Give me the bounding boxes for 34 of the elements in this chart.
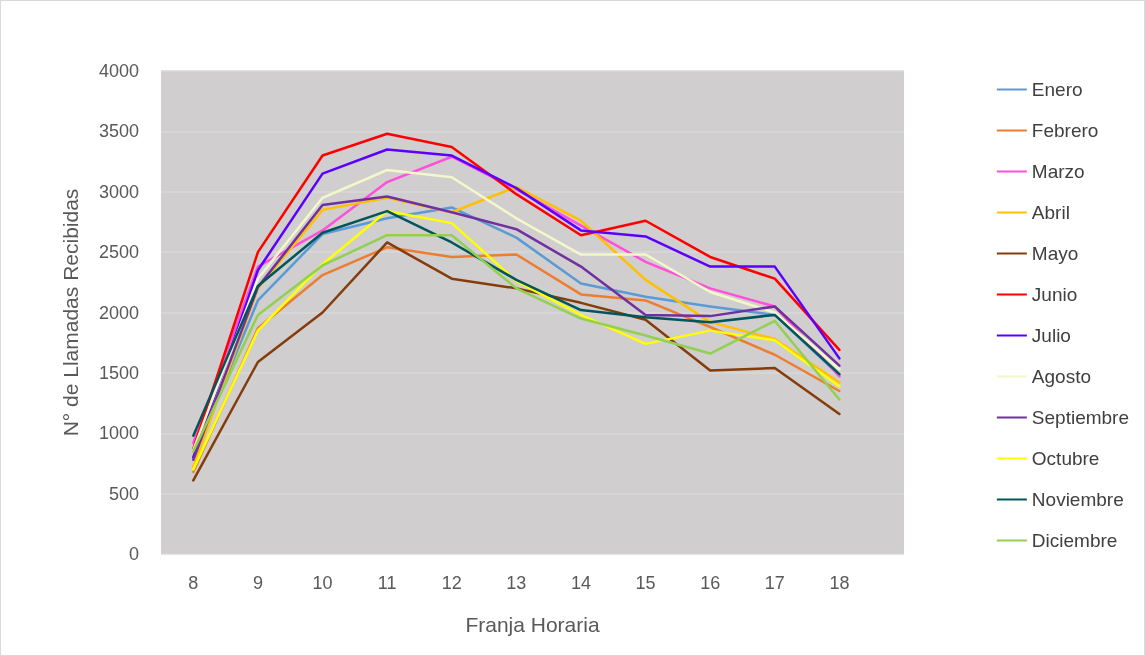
legend-label: Julio xyxy=(1031,325,1071,346)
y-tick-label: 3000 xyxy=(98,181,139,202)
legend-label: Noviembre xyxy=(1031,489,1124,510)
x-tick-label: 8 xyxy=(188,573,199,593)
y-tick-label: 4000 xyxy=(98,61,139,81)
y-tick-label: 500 xyxy=(108,483,139,504)
x-tick-label: 14 xyxy=(570,573,591,593)
y-tick-label: 2000 xyxy=(98,302,139,323)
x-tick-label: 11 xyxy=(377,573,397,593)
y-tick-label: 1500 xyxy=(98,362,139,383)
y-tick-label: 3500 xyxy=(98,121,139,142)
x-tick-label: 10 xyxy=(312,573,333,593)
legend-label: Agosto xyxy=(1031,366,1091,387)
legend-label: Abril xyxy=(1031,202,1070,223)
legend-label: Octubre xyxy=(1031,448,1100,469)
x-tick-label: 12 xyxy=(441,573,462,593)
y-tick-label: 2500 xyxy=(98,242,139,263)
x-tick-label: 16 xyxy=(700,573,721,593)
x-tick-label: 17 xyxy=(764,573,785,593)
legend-label: Junio xyxy=(1031,284,1078,305)
x-tick-label: 18 xyxy=(829,573,850,593)
x-tick-label: 15 xyxy=(635,573,656,593)
legend-label: Diciembre xyxy=(1031,530,1118,551)
legend-label: Marzo xyxy=(1031,161,1085,182)
x-axis-title: Franja Horaria xyxy=(465,613,600,636)
y-axis-title: N° de Llamadas Recibidas xyxy=(59,188,82,437)
legend-label: Mayo xyxy=(1031,243,1079,264)
y-tick-label: 0 xyxy=(128,544,139,564)
y-tick-label: 1000 xyxy=(98,423,139,444)
legend-label: Enero xyxy=(1031,79,1083,100)
x-tick-label: 9 xyxy=(252,573,263,593)
x-tick-label: 13 xyxy=(506,573,527,593)
legend-label: Septiembre xyxy=(1031,407,1130,428)
legend-label: Febrero xyxy=(1031,120,1099,141)
